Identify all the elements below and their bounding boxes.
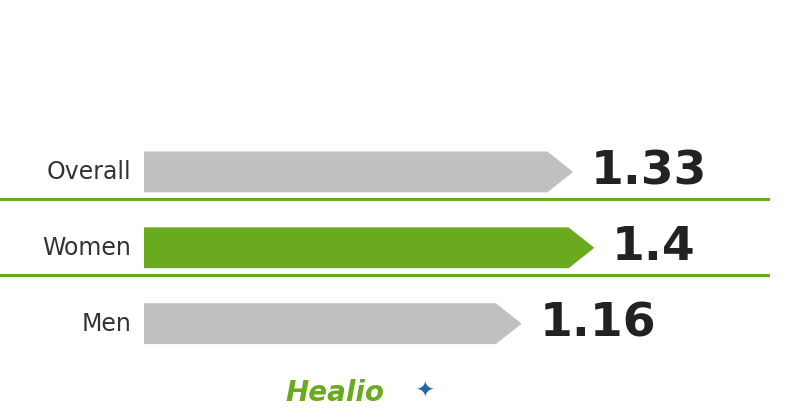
Polygon shape bbox=[144, 228, 594, 268]
Text: those born between January and June:: those born between January and June: bbox=[144, 76, 656, 100]
Text: Women: Women bbox=[42, 236, 131, 260]
Text: 1.4: 1.4 bbox=[612, 225, 696, 270]
Polygon shape bbox=[144, 152, 572, 192]
Text: ✦: ✦ bbox=[414, 382, 434, 402]
Polygon shape bbox=[144, 304, 521, 344]
Text: 1.33: 1.33 bbox=[590, 150, 707, 194]
Text: Odds ratios for adult-onset asthma among: Odds ratios for adult-onset asthma among bbox=[116, 29, 684, 53]
Text: Healio: Healio bbox=[285, 379, 384, 407]
Text: 1.16: 1.16 bbox=[539, 301, 656, 346]
Text: Overall: Overall bbox=[47, 160, 131, 184]
Text: Men: Men bbox=[82, 312, 131, 336]
